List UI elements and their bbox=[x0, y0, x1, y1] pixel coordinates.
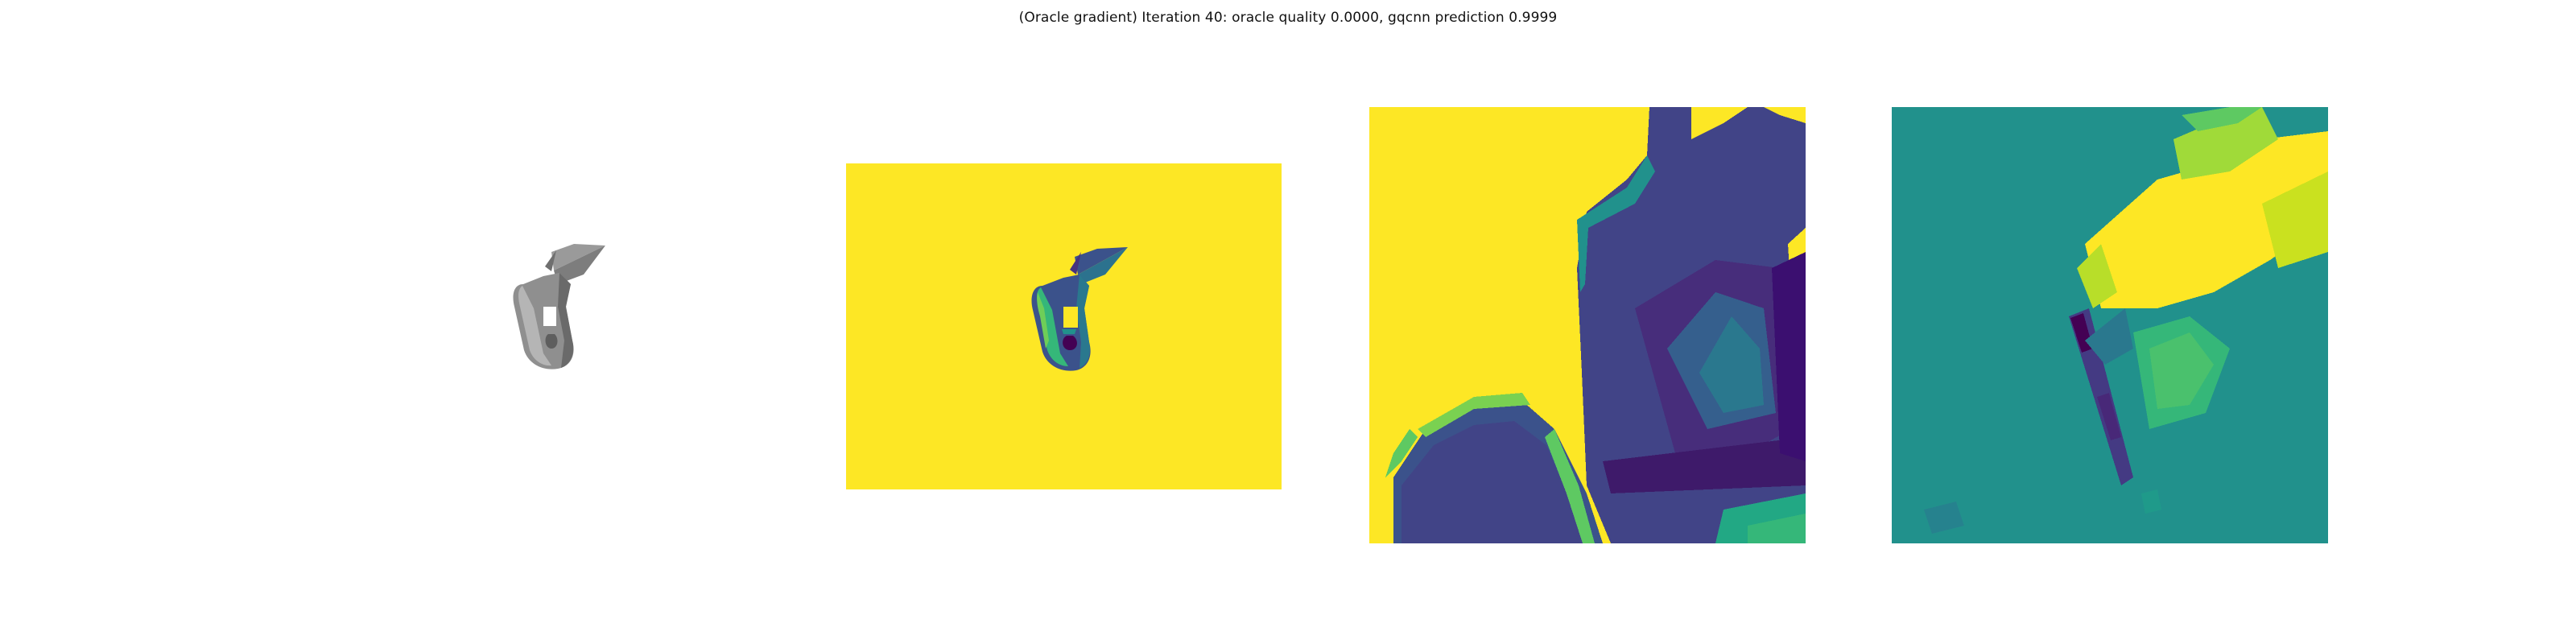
oracle-gradient-panel bbox=[1892, 107, 2328, 543]
depth-image bbox=[846, 163, 1282, 489]
depth-image-panel bbox=[846, 163, 1282, 489]
object-hole bbox=[543, 307, 556, 326]
depth-object-hole bbox=[1063, 307, 1078, 328]
object-flag bbox=[551, 244, 605, 270]
depth-object-flag bbox=[1075, 247, 1128, 275]
depth-crop-image bbox=[1369, 107, 1806, 543]
depth-crop-panel bbox=[1369, 107, 1806, 543]
oracle-gradient-image bbox=[1892, 107, 2328, 543]
rendered-object-panel bbox=[332, 163, 768, 489]
figure-title: (Oracle gradient) Iteration 40: oracle q… bbox=[1018, 10, 1558, 26]
gradient-yellow-streak bbox=[2085, 131, 2328, 308]
rendered-object-image bbox=[332, 163, 768, 489]
